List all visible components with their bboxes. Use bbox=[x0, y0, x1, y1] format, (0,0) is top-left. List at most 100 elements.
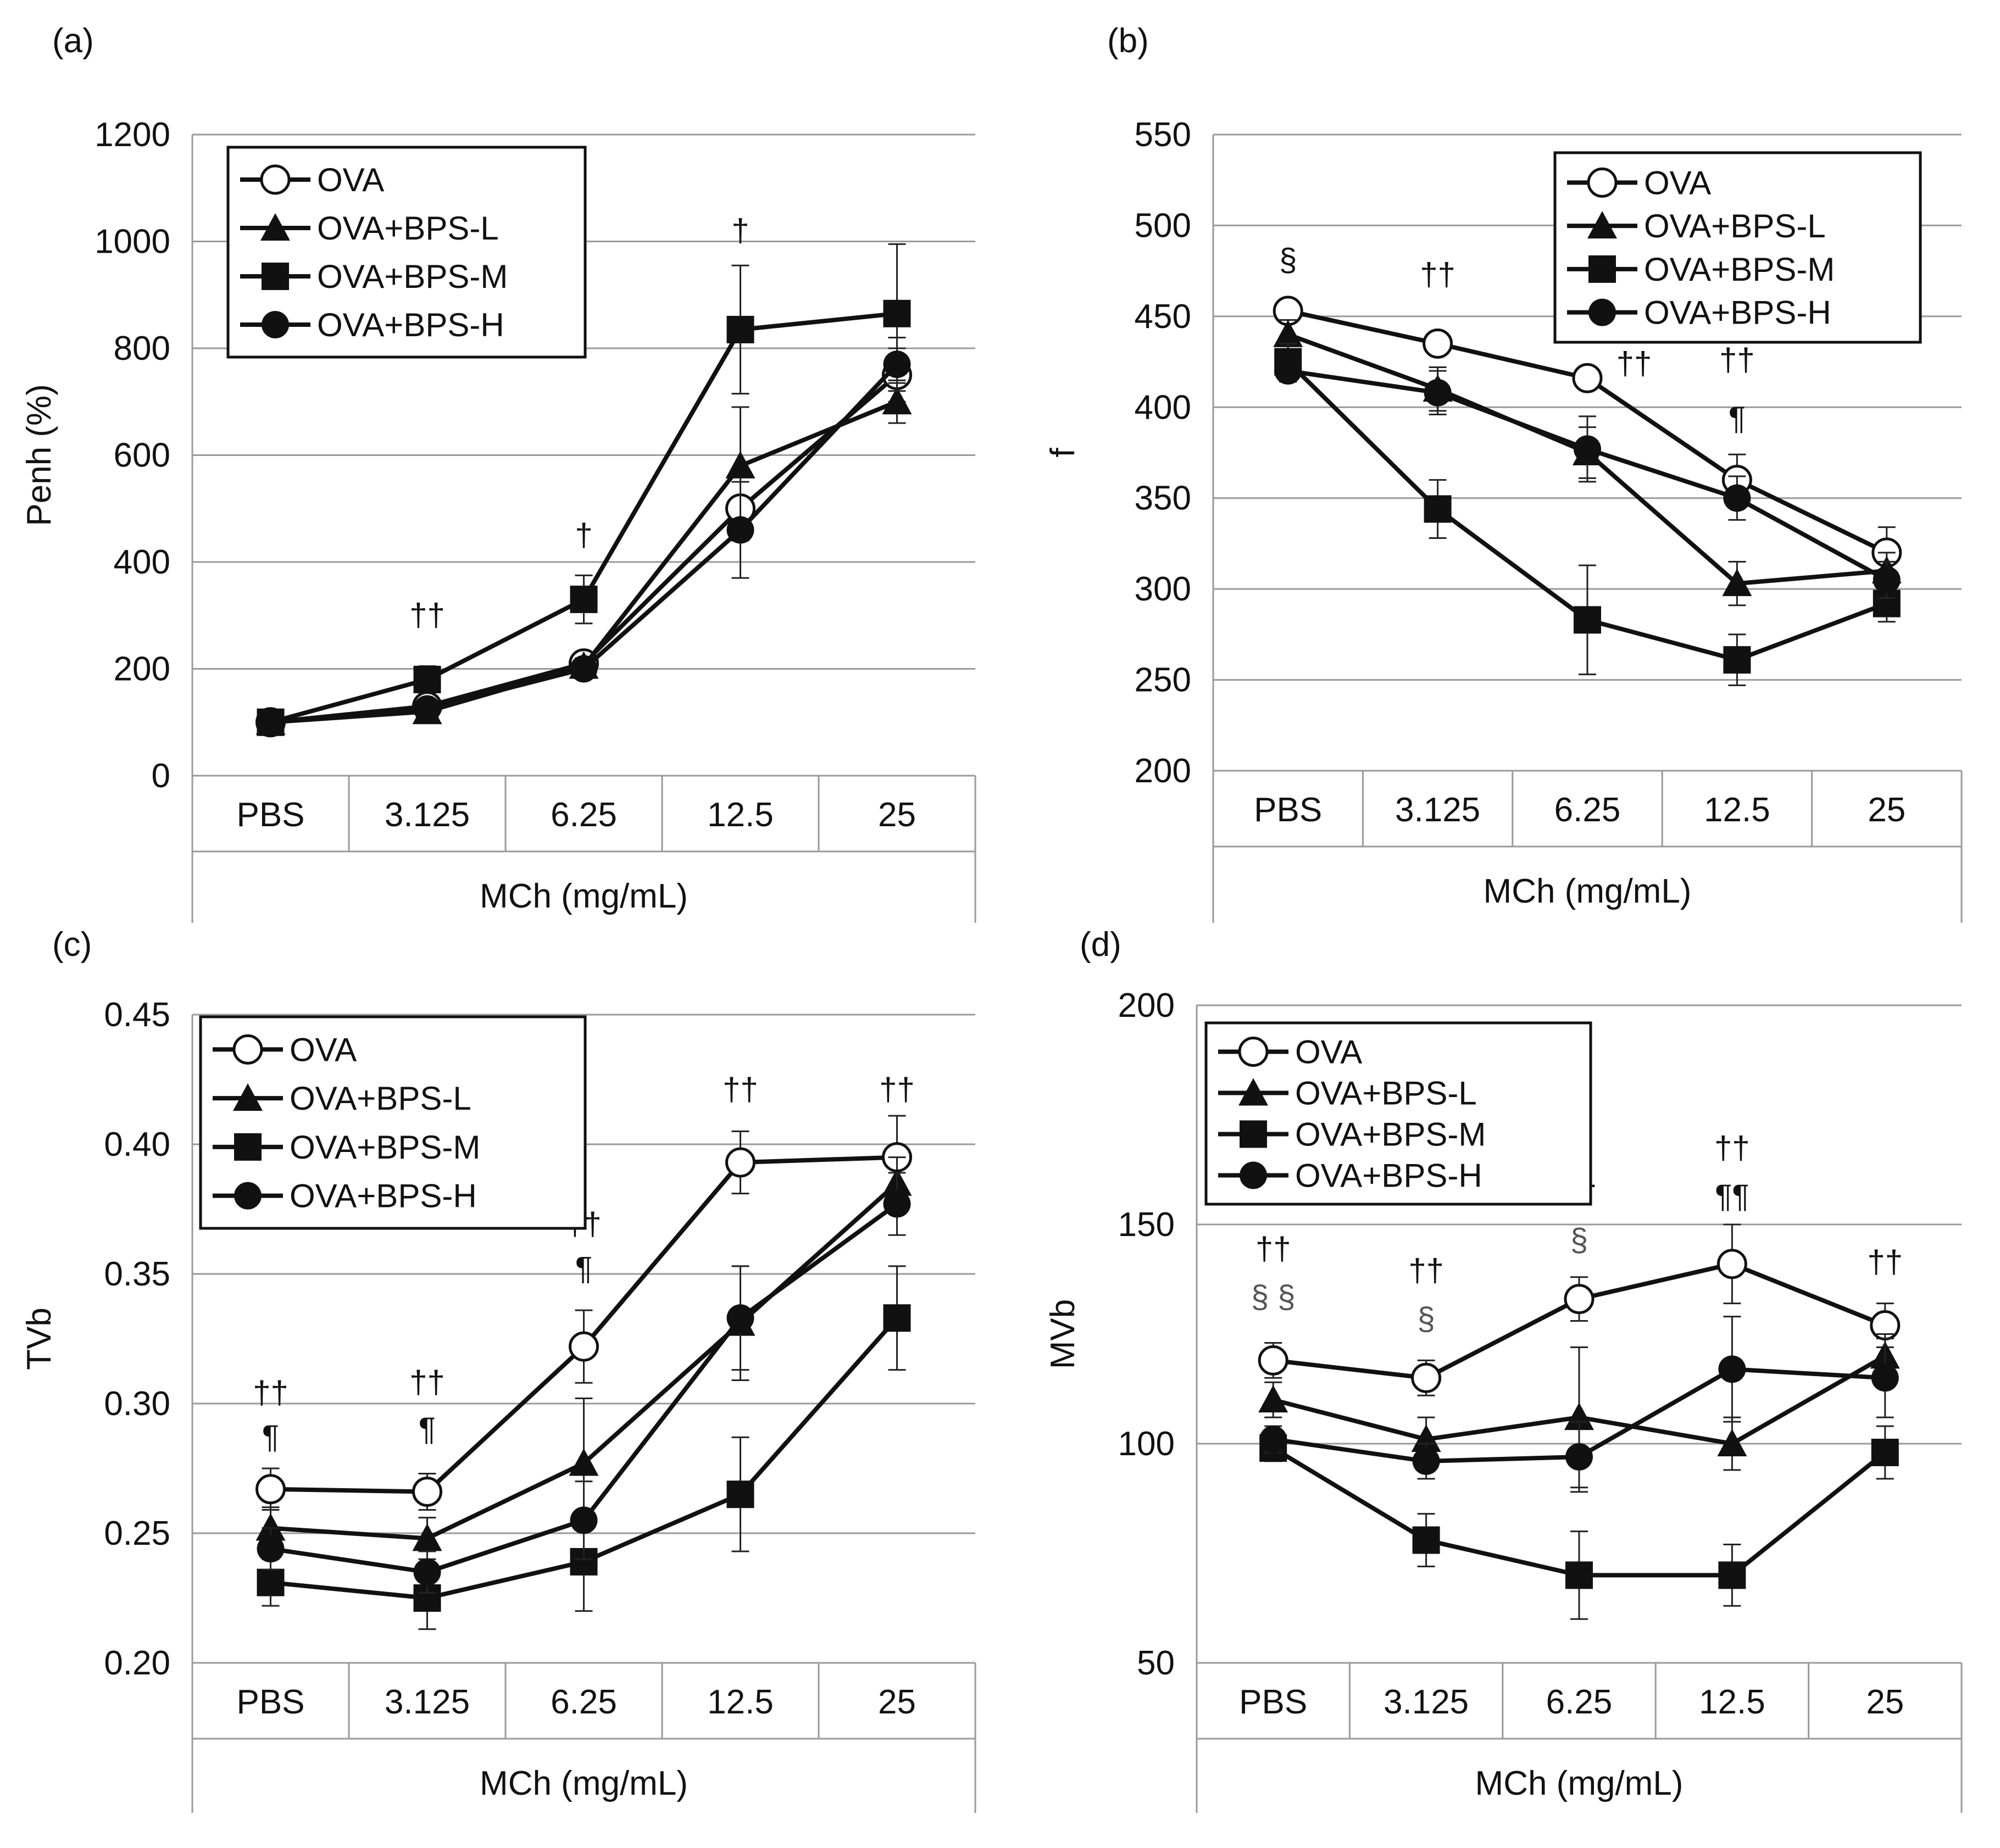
y-tick-label: 200 bbox=[1135, 752, 1191, 790]
data-point bbox=[1258, 1345, 1288, 1376]
legend-label: OVA bbox=[317, 162, 384, 198]
significance-annotation: † bbox=[575, 517, 592, 553]
panel-c: (c) 0.20 0.25 0.30 0.35 0.40 0.45 PBS 3.125 6.25 1… bbox=[20, 926, 976, 1813]
series-ova-bps-h bbox=[257, 1172, 911, 1594]
legend-marker bbox=[1588, 298, 1616, 326]
significance-annotation: †† bbox=[1420, 257, 1455, 293]
data-point bbox=[1274, 357, 1302, 385]
significance-annotation: †† bbox=[409, 1365, 445, 1400]
series-ova-bps-h bbox=[257, 337, 911, 736]
significance-annotation: † bbox=[731, 213, 749, 249]
data-point bbox=[1871, 1364, 1899, 1392]
x-tick-label: PBS bbox=[236, 796, 304, 834]
data-point bbox=[569, 1448, 599, 1476]
significance-annotation: †† bbox=[879, 1072, 915, 1107]
significance-annotation: § bbox=[1279, 242, 1297, 278]
data-point bbox=[413, 1558, 441, 1586]
data-point bbox=[883, 350, 911, 378]
x-tick-label: PBS bbox=[236, 1683, 304, 1721]
legend-label: OVA bbox=[290, 1031, 357, 1068]
data-point bbox=[1722, 569, 1752, 597]
significance-annotation: ¶ bbox=[575, 1250, 592, 1286]
data-point bbox=[725, 450, 755, 478]
data-point bbox=[255, 1513, 286, 1541]
data-point bbox=[570, 1506, 598, 1534]
legend-item: OVA+BPS-H bbox=[213, 1178, 477, 1215]
legend: OVA OVA+BPS-L OVA+BPS-M OVA+BPS-H bbox=[199, 1015, 587, 1230]
series-ova-bps-l bbox=[1258, 1333, 1900, 1489]
legend-item: OVA+BPS-H bbox=[240, 307, 504, 343]
data-point bbox=[1424, 378, 1452, 407]
data-point bbox=[1717, 1429, 1747, 1456]
series-ova bbox=[1258, 1223, 1901, 1396]
y-tick-label: 1200 bbox=[95, 116, 170, 154]
legend-label: OVA bbox=[1295, 1034, 1362, 1071]
x-tick-label: 25 bbox=[878, 796, 916, 834]
significance-annotation: ¶ bbox=[419, 1411, 436, 1447]
y-tick-label: 100 bbox=[1118, 1425, 1175, 1463]
x-axis-title: MCh (mg/mL) bbox=[480, 877, 688, 915]
panel-d: (d) 50 100 150 200 PBS 3.125 6.25 12.5 25 MCh (mg/… bbox=[1044, 926, 1963, 1813]
data-point bbox=[1259, 1426, 1287, 1454]
legend-marker bbox=[1238, 1078, 1268, 1106]
y-tick-label: 400 bbox=[1135, 388, 1191, 426]
legend-label: OVA+BPS-L bbox=[1644, 208, 1826, 244]
data-point bbox=[1565, 1561, 1593, 1589]
legend-label: OVA+BPS-M bbox=[317, 258, 508, 295]
legend-label: OVA+BPS-M bbox=[290, 1129, 480, 1166]
data-point bbox=[1574, 606, 1601, 634]
x-axis-title: MCh (mg/mL) bbox=[1475, 1764, 1684, 1802]
legend-item: OVA+BPS-M bbox=[1218, 1116, 1486, 1153]
data-point bbox=[413, 665, 441, 693]
legend-label: OVA+BPS-L bbox=[1295, 1075, 1477, 1112]
legend-item: OVA+BPS-L bbox=[213, 1080, 471, 1117]
series-ova-bps-m bbox=[1259, 1425, 1899, 1620]
data-point bbox=[570, 655, 598, 683]
x-tick-label: 25 bbox=[1868, 791, 1905, 829]
legend: OVA OVA+BPS-L OVA+BPS-M OVA+BPS-H bbox=[1553, 151, 1922, 344]
significance-annotation: †† bbox=[1868, 1244, 1903, 1280]
panel-label: (d) bbox=[1080, 926, 1121, 964]
y-tick-label: 0.35 bbox=[104, 1255, 170, 1293]
panel-b: (b) 200 250 300 350 400 450 500 550 PBS 3.125 6.25 1… bbox=[1044, 22, 1963, 923]
data-point bbox=[726, 1304, 754, 1332]
y-tick-label: 450 bbox=[1135, 298, 1191, 336]
legend-label: OVA+BPS-H bbox=[317, 307, 504, 343]
data-point bbox=[257, 1568, 285, 1596]
data-point bbox=[1412, 1526, 1440, 1554]
panel-label: (a) bbox=[52, 22, 94, 60]
y-tick-label: 400 bbox=[114, 543, 170, 581]
legend-marker bbox=[1587, 167, 1618, 198]
y-tick-label: 0.30 bbox=[104, 1385, 170, 1423]
data-point bbox=[1718, 1355, 1746, 1383]
y-tick-label: 0.25 bbox=[104, 1515, 170, 1552]
data-point bbox=[1873, 566, 1901, 594]
y-tick-label: 800 bbox=[114, 330, 170, 368]
data-point bbox=[1564, 1402, 1594, 1430]
significance-annotation: †† bbox=[1616, 346, 1652, 382]
y-tick-label: 550 bbox=[1135, 116, 1191, 154]
data-point bbox=[1723, 484, 1751, 512]
legend-marker bbox=[260, 213, 290, 241]
x-tick-label: PBS bbox=[1239, 1683, 1307, 1721]
significance-annotation: †† bbox=[1255, 1231, 1291, 1267]
data-point bbox=[570, 586, 598, 614]
legend-marker bbox=[233, 1083, 263, 1111]
x-tick-label: 6.25 bbox=[1554, 791, 1621, 829]
data-point bbox=[726, 516, 754, 544]
legend-marker bbox=[262, 263, 289, 290]
legend-box bbox=[199, 1015, 587, 1230]
y-tick-label: 1000 bbox=[95, 223, 170, 261]
x-tick-label: 3.125 bbox=[385, 796, 470, 834]
x-tick-label: 3.125 bbox=[1395, 791, 1480, 829]
legend-marker bbox=[260, 164, 291, 195]
y-tick-label: 200 bbox=[114, 650, 170, 688]
legend-marker bbox=[1587, 211, 1617, 239]
legend-item: OVA bbox=[1218, 1034, 1362, 1071]
x-tick-label: 25 bbox=[878, 1683, 916, 1721]
legend-item: OVA bbox=[213, 1031, 357, 1068]
y-axis-title: TVb bbox=[20, 1307, 58, 1370]
x-tick-label: 12.5 bbox=[1699, 1683, 1765, 1721]
legend-marker bbox=[262, 311, 289, 338]
significance-annotation: § bbox=[1570, 1222, 1588, 1258]
